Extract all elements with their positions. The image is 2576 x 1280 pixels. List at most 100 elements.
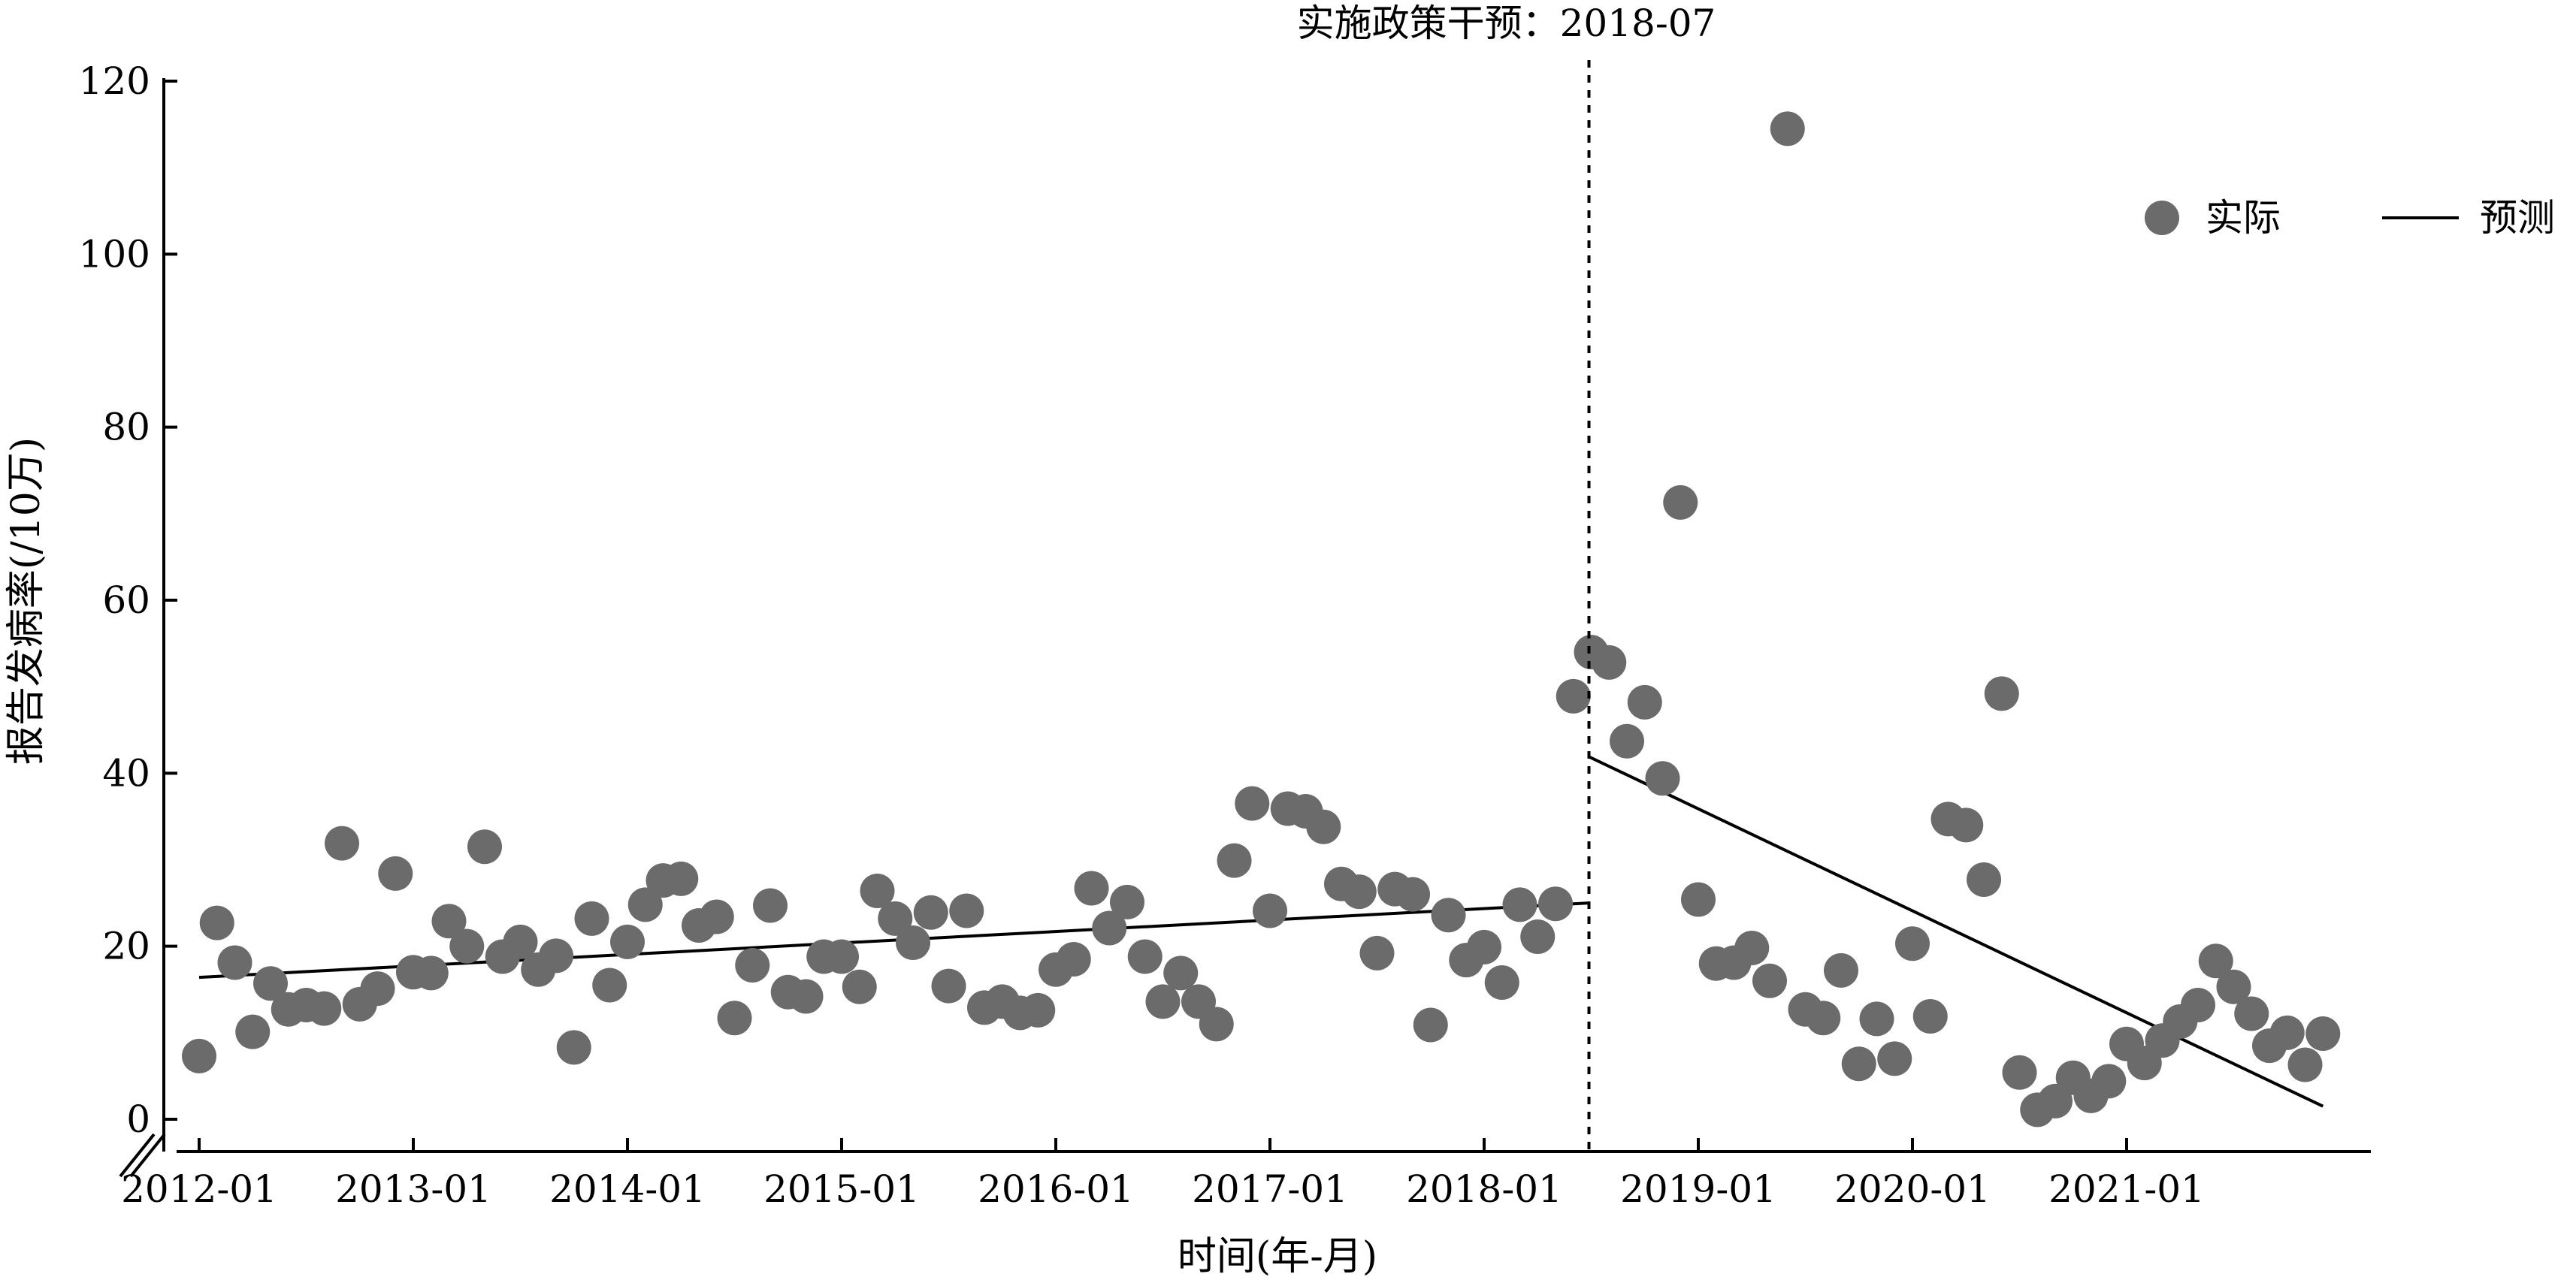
data-point [1663,485,1698,520]
data-point [788,979,824,1014]
data-point [307,991,342,1026]
axes [119,78,2371,1178]
y-tick-label: 120 [79,59,150,103]
data-point [467,829,502,865]
x-tick-label: 2017-01 [1192,1167,1348,1211]
data-point [664,861,699,896]
legend-actual-label: 实际 [2206,196,2281,240]
data-point [503,924,538,959]
data-point [2181,987,2215,1022]
data-point [878,901,913,936]
axis-break-mark [119,1133,156,1178]
data-point [1967,862,2001,897]
legend-actual-marker [2145,201,2179,235]
data-point [842,969,877,1004]
data-point [1627,684,1662,720]
data-point [1824,952,1858,988]
data-point [1395,877,1430,912]
y-tick-label: 20 [102,925,150,968]
x-axis-label: 时间(年-月) [1178,1234,1377,1279]
data-point [574,901,609,936]
data-point [949,893,984,928]
data-point [2198,943,2233,979]
data-point [610,924,645,959]
data-point [1306,809,1341,844]
data-point [896,925,930,961]
data-point [2287,1047,2323,1082]
data-point [325,826,359,861]
data-point [1520,919,1556,954]
data-point [1806,1001,1841,1036]
axis-break-mark [129,1133,166,1178]
data-point [1859,1001,1894,1037]
data-point [1217,843,1252,878]
data-point [1110,884,1144,919]
x-tick-label: 2013-01 [335,1167,491,1211]
data-point [235,1014,271,1049]
y-tick-label: 80 [102,406,150,449]
data-point [2002,1055,2037,1090]
data-point [1610,723,1644,759]
x-tick-label: 2021-01 [2048,1167,2205,1211]
y-axis-label: 报告发病率(/10万) [4,437,49,765]
data-point [1752,963,1787,998]
data-point [1734,930,1770,965]
data-point [2269,1015,2305,1050]
data-point [1253,893,1287,928]
data-point [1467,929,1501,965]
data-point [1056,941,1091,977]
data-point [1592,645,1627,680]
data-point [1841,1046,1876,1082]
data-point [1645,761,1680,796]
data-point [1020,992,1056,1028]
x-tick-label: 2019-01 [1620,1167,1776,1211]
data-point [1359,935,1395,971]
data-point [1949,808,1984,843]
data-point [2305,1016,2341,1051]
data-point [1984,676,2019,711]
x-tick-label: 2015-01 [763,1167,920,1211]
y-axis-ticks: 0 20 40 60 80 100 120 [79,59,177,1141]
data-point [1681,882,1716,917]
data-point [824,939,859,974]
actual-points [182,111,2341,1128]
data-point [1235,786,1270,821]
y-tick-label: 60 [102,578,150,622]
data-point [1484,965,1519,1001]
data-point [1127,939,1163,974]
data-point [1895,926,1930,962]
data-point [1163,955,1199,991]
data-point [2091,1064,2127,1099]
y-tick-label: 0 [126,1097,150,1141]
data-point [1770,111,1805,146]
x-tick-label: 2016-01 [978,1167,1134,1211]
data-point [1074,871,1109,906]
data-point [1199,1007,1234,1042]
data-point [360,971,395,1007]
data-point [182,1038,216,1073]
data-point [913,895,948,930]
data-point [2216,969,2251,1004]
data-point [556,1030,591,1065]
data-point [378,856,413,891]
data-point [627,887,663,922]
predicted-segment [1588,755,2324,1108]
data-point [1877,1041,1912,1076]
data-point [199,905,234,940]
x-tick-label: 2012-01 [121,1167,277,1211]
data-point [717,1001,752,1036]
data-point [1092,910,1127,946]
data-point [1556,678,1591,714]
data-point [449,928,485,964]
x-tick-label: 2018-01 [1406,1167,1562,1211]
data-point [1341,874,1377,910]
x-tick-label: 2020-01 [1834,1167,1991,1211]
data-point [1502,887,1537,922]
data-point [413,955,449,991]
data-point [1145,984,1181,1019]
legend-predicted-label: 预测 [2480,196,2555,240]
data-point [1431,898,1466,933]
legend: 实际 预测 [2145,196,2555,240]
data-point [1413,1007,1448,1043]
